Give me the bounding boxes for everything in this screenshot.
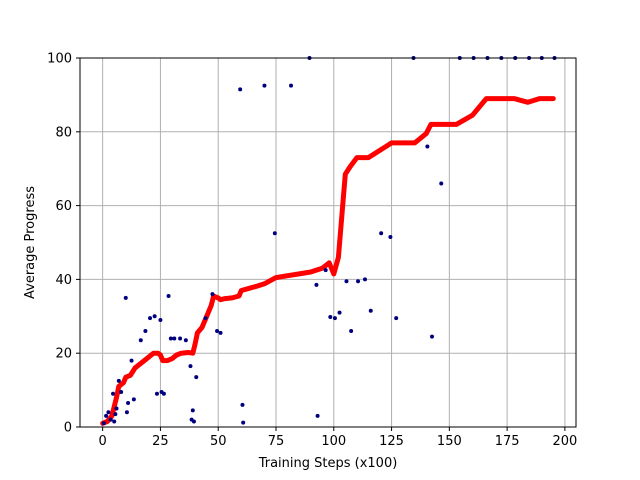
scatter-point — [240, 402, 245, 407]
scatter-point — [394, 316, 399, 321]
scatter-point — [238, 87, 243, 92]
scatter-point — [425, 144, 430, 149]
scatter-point — [166, 294, 171, 299]
scatter-point — [112, 419, 117, 424]
scatter-point — [124, 410, 129, 415]
scatter-point — [332, 316, 337, 321]
x-axis-label: Training Steps (x100) — [258, 456, 398, 471]
scatter-point — [194, 375, 199, 380]
scatter-point — [203, 316, 208, 321]
scatter-point — [183, 338, 188, 343]
scatter-point — [430, 334, 435, 339]
x-tick-label: 50 — [210, 434, 227, 449]
scatter-point — [289, 83, 294, 88]
scatter-point — [314, 282, 319, 287]
y-tick-label: 80 — [55, 125, 72, 140]
scatter-point — [328, 315, 333, 320]
scatter-point — [344, 279, 349, 284]
scatter-points — [101, 56, 557, 426]
plot-frame — [79, 57, 577, 428]
scatter-point — [323, 268, 328, 273]
scatter-point — [168, 336, 173, 341]
scatter-point — [188, 364, 193, 369]
scatter-point — [123, 295, 128, 300]
x-tick-label: 125 — [379, 434, 404, 449]
scatter-point — [388, 234, 393, 239]
scatter-point — [126, 401, 131, 406]
scatter-point — [113, 412, 118, 417]
scatter-point — [138, 338, 143, 343]
scatter-point — [154, 391, 159, 396]
x-tick-label: 0 — [99, 434, 107, 449]
scatter-point — [161, 391, 166, 396]
scatter-point — [158, 317, 163, 322]
scatter-point — [108, 417, 113, 422]
x-axis-ticks: 0 25 50 75 100 125 150 175 200 — [99, 427, 577, 449]
scatter-point — [111, 391, 116, 396]
scatter-point — [368, 308, 373, 313]
scatter-point — [241, 420, 246, 425]
scatter-point — [143, 329, 148, 334]
scatter-point — [315, 413, 320, 418]
x-tick-label: 25 — [152, 434, 169, 449]
grid — [80, 57, 576, 428]
scatter-point — [362, 277, 367, 282]
scatter-point — [210, 292, 215, 297]
scatter-point — [262, 83, 267, 88]
progress-line-path — [100, 96, 556, 426]
y-tick-label: 60 — [55, 199, 72, 214]
scatter-point — [152, 314, 157, 319]
scatter-point — [129, 358, 134, 363]
y-axis-ticks: 0 20 40 60 80 100 — [47, 52, 80, 436]
scatter-point — [172, 336, 177, 341]
scatter-point — [101, 421, 106, 426]
scatter-point — [337, 310, 342, 315]
x-tick-label: 100 — [321, 434, 346, 449]
scatter-point — [116, 378, 121, 383]
y-tick-label: 0 — [64, 421, 72, 436]
scatter-point — [191, 419, 196, 424]
scatter-point — [349, 329, 354, 334]
y-tick-label: 40 — [55, 273, 72, 288]
scatter-point — [104, 413, 109, 418]
scatter-point — [190, 408, 195, 413]
scatter-point — [119, 389, 124, 394]
scatter-point — [215, 329, 220, 334]
scatter-point — [272, 231, 277, 236]
scatter-point — [379, 231, 384, 236]
y-tick-label: 20 — [55, 347, 72, 362]
x-tick-label: 200 — [552, 434, 577, 449]
scatter-point — [114, 406, 119, 411]
scatter-point — [218, 330, 223, 335]
scatter-point — [106, 410, 111, 415]
scatter-point — [178, 336, 183, 341]
scatter-point — [439, 181, 444, 186]
x-tick-label: 150 — [437, 434, 462, 449]
x-tick-label: 75 — [268, 434, 285, 449]
y-axis-label: Average Progress — [23, 186, 38, 299]
progress-line — [100, 96, 556, 426]
scatter-point — [131, 397, 136, 402]
scatter-point — [148, 316, 153, 321]
y-tick-label: 100 — [47, 52, 72, 67]
scatter-point — [356, 279, 361, 284]
x-tick-label: 175 — [495, 434, 520, 449]
